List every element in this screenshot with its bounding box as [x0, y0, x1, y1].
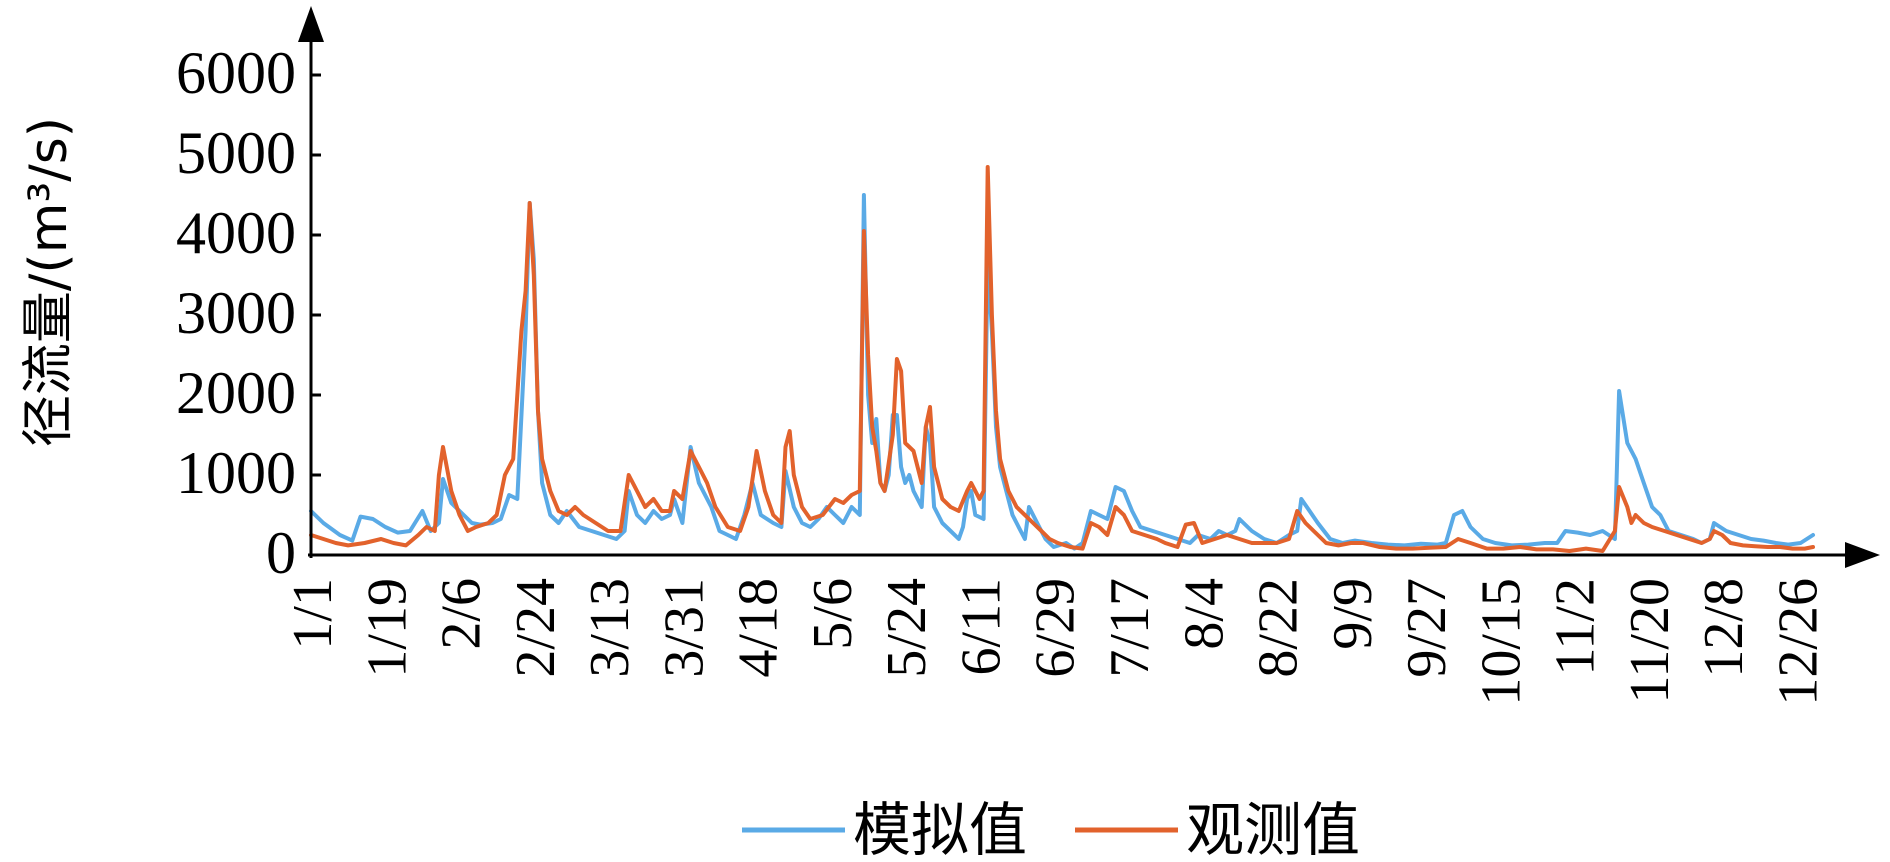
x-tick-label: 1/19 [356, 578, 418, 678]
x-tick-label: 4/18 [728, 578, 790, 678]
x-tick-label: 1/1 [282, 578, 344, 650]
x-tick-label: 3/31 [653, 578, 715, 678]
x-axis-ticks: 1/1 1/19 2/6 2/24 3/13 3/31 4/18 5/6 5/24 6/11 6/2… [282, 578, 1829, 706]
series-line-observed [309, 165, 1815, 553]
x-tick-label: 5/24 [876, 578, 938, 678]
x-tick-label: 6/11 [950, 578, 1012, 675]
x-tick-label: 10/15 [1470, 578, 1532, 706]
x-tick-label: 12/8 [1693, 578, 1755, 678]
x-tick-label: 9/27 [1396, 578, 1458, 678]
x-tick-label: 8/4 [1173, 578, 1235, 650]
y-axis-ticks: 0 1000 2000 3000 4000 5000 6000 [176, 40, 321, 586]
legend-label: 观测值 [1186, 796, 1360, 862]
y-tick-label: 1000 [176, 440, 296, 506]
x-tick-label: 12/26 [1767, 578, 1829, 706]
series-line-simulated [309, 193, 1815, 551]
legend-label: 模拟值 [853, 796, 1027, 862]
x-tick-label: 11/2 [1545, 578, 1607, 675]
x-axis-arrow [1845, 542, 1880, 568]
y-tick-label: 2000 [176, 360, 296, 426]
y-tick-label: 4000 [176, 200, 296, 266]
x-tick-label: 8/22 [1248, 578, 1310, 678]
x-tick-label: 11/20 [1619, 578, 1681, 703]
y-axis-label: 径流量/(m³/s) [19, 117, 79, 447]
x-tick-label: 2/6 [431, 578, 493, 650]
x-tick-label: 6/29 [1025, 578, 1087, 678]
y-tick-label: 5000 [176, 120, 296, 186]
y-tick-label: 6000 [176, 40, 296, 106]
x-tick-label: 7/17 [1099, 578, 1161, 678]
series-layer [309, 165, 1815, 553]
legend: 模拟值 观测值 [742, 796, 1360, 862]
x-tick-label: 5/6 [802, 578, 864, 650]
axes [298, 6, 1880, 568]
x-tick-label: 9/9 [1322, 578, 1384, 650]
y-tick-label: 3000 [176, 280, 296, 346]
y-tick-label: 0 [266, 520, 296, 586]
x-tick-label: 2/24 [505, 578, 567, 678]
x-tick-label: 3/13 [579, 578, 641, 678]
y-axis-arrow [298, 6, 324, 42]
